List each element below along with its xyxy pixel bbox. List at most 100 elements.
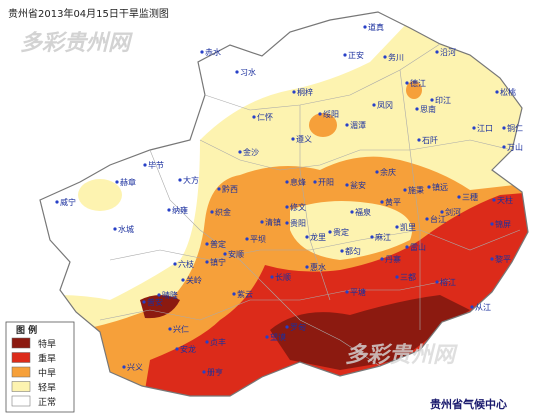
city-dot [395, 275, 399, 279]
city-dot [383, 55, 387, 59]
city-label: 凯里 [400, 222, 416, 232]
legend-label: 特旱 [38, 338, 56, 350]
watermark: 多彩贵州网 [20, 31, 133, 56]
legend-swatch [11, 366, 31, 378]
legend-swatch [11, 395, 31, 407]
city-label: 普安 [147, 297, 163, 307]
city-dot [470, 305, 474, 309]
city-dot [285, 325, 289, 329]
city-label: 水城 [118, 224, 134, 234]
city-label: 正安 [348, 50, 364, 60]
city-label: 印江 [435, 96, 451, 105]
city-label: 兴仁 [173, 324, 189, 334]
watermark: 多彩贵州网 [345, 343, 458, 368]
county-borders [99, 43, 521, 367]
city-label: 三都 [400, 273, 416, 282]
city-dot [235, 70, 239, 74]
city-label: 仁怀 [257, 112, 273, 122]
city-label: 大方 [183, 175, 199, 185]
city-label: 余庆 [380, 167, 396, 177]
city-label: 凤冈 [377, 101, 393, 110]
city-label: 从江 [475, 303, 491, 312]
legend-swatch [11, 337, 31, 349]
city-dot [178, 178, 182, 182]
city-dot [175, 347, 179, 351]
legend-label: 重旱 [38, 353, 56, 365]
city-dot [217, 187, 221, 191]
city-dot [285, 205, 289, 209]
city-dot [345, 123, 349, 127]
city-dot [425, 217, 429, 221]
city-label: 贵阳 [290, 218, 306, 228]
city-label: 江口 [477, 124, 493, 133]
city-dot [205, 260, 209, 264]
city-label: 湄潭 [350, 121, 366, 130]
city-dot [328, 230, 332, 234]
city-label: 镇远 [432, 182, 448, 192]
city-label: 万山 [507, 142, 523, 152]
city-label: 晴隆 [162, 290, 178, 300]
city-label: 思南 [420, 104, 436, 114]
city-dot [223, 252, 227, 256]
city-label: 遵义 [296, 134, 312, 144]
city-dot [318, 112, 322, 116]
city-dot [265, 335, 269, 339]
city-label: 织金 [215, 207, 231, 217]
city-label: 福泉 [355, 207, 371, 217]
region-moderate [309, 113, 337, 137]
city-dot [435, 280, 439, 284]
source-label: 贵州省气候中心 [430, 397, 507, 411]
region-light [78, 179, 122, 211]
city-dot [380, 200, 384, 204]
city-dot [143, 163, 147, 167]
city-label: 雷山 [410, 242, 426, 252]
city-label: 三穗 [462, 192, 478, 202]
city-label: 镇宁 [210, 257, 226, 267]
city-dot [370, 235, 374, 239]
city-dot [502, 126, 506, 130]
city-label: 安龙 [180, 344, 196, 354]
city-label: 平塘 [350, 287, 366, 297]
city-dot [285, 180, 289, 184]
city-dot [417, 138, 421, 142]
city-label: 紫云 [237, 290, 253, 299]
city-label: 龙里 [310, 232, 326, 242]
city-dot [440, 210, 444, 214]
city-dot [345, 183, 349, 187]
city-label: 铜仁 [507, 123, 523, 133]
city-dot [380, 257, 384, 261]
city-label: 平坝 [250, 235, 266, 244]
city-label: 桐梓 [297, 87, 313, 97]
legend-label: 中旱 [38, 367, 56, 379]
city-dot [270, 275, 274, 279]
city-label: 习水 [240, 67, 256, 77]
city-label: 息烽 [290, 177, 306, 187]
city-label: 施秉 [408, 185, 424, 195]
city-dot [232, 292, 236, 296]
city-dot [495, 90, 499, 94]
city-dot [490, 257, 494, 261]
city-label: 松桃 [500, 87, 516, 97]
city-dot [181, 278, 185, 282]
city-dot [340, 249, 344, 253]
city-label: 贞丰 [210, 337, 226, 347]
city-dot [245, 237, 249, 241]
city-label: 关岭 [186, 275, 202, 285]
city-label: 都匀 [345, 246, 361, 256]
city-dot [205, 340, 209, 344]
city-label: 纳雍 [172, 205, 188, 215]
legend-swatch [11, 381, 31, 392]
city-dot [490, 222, 494, 226]
city-dot [260, 220, 264, 224]
city-dot [403, 188, 407, 192]
city-label: 长顺 [275, 272, 291, 282]
city-label: 修文 [290, 202, 306, 212]
city-label: 剑河 [445, 207, 461, 217]
city-dot [405, 81, 409, 85]
city-label: 天柱 [497, 195, 513, 205]
city-label: 务川 [388, 52, 404, 62]
city-dot [345, 290, 349, 294]
